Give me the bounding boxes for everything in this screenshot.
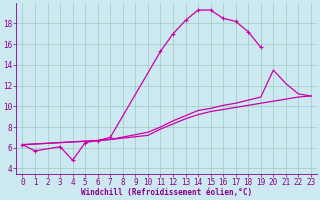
X-axis label: Windchill (Refroidissement éolien,°C): Windchill (Refroidissement éolien,°C) <box>81 188 252 197</box>
